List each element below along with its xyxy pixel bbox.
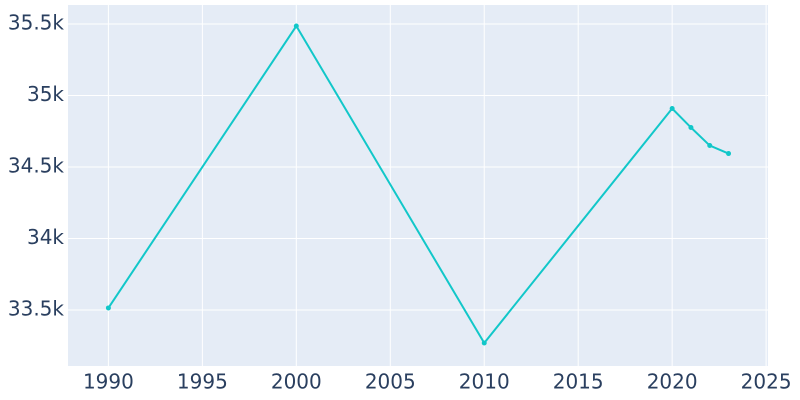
point — [481, 340, 487, 346]
point — [293, 23, 299, 29]
point — [688, 125, 694, 131]
point — [105, 305, 111, 311]
x-tick-label: 2015 — [553, 370, 604, 394]
x-tick-label: 2000 — [271, 370, 322, 394]
x-tick-label: 1990 — [83, 370, 134, 394]
y-tick-label: 33.5k — [8, 296, 65, 320]
point — [726, 151, 732, 157]
point — [669, 106, 675, 112]
y-tick-label: 34.5k — [8, 153, 65, 177]
x-tick-label: 2025 — [741, 370, 792, 394]
x-tick-label: 2020 — [647, 370, 698, 394]
point — [707, 143, 713, 149]
y-tick-label: 34k — [27, 225, 64, 249]
x-tick-label: 1995 — [177, 370, 228, 394]
y-tick-label: 35k — [27, 82, 64, 106]
x-tick-label: 2005 — [365, 370, 416, 394]
y-tick-label: 35.5k — [8, 11, 65, 35]
plot-area — [68, 5, 768, 366]
x-tick-label: 2010 — [459, 370, 510, 394]
